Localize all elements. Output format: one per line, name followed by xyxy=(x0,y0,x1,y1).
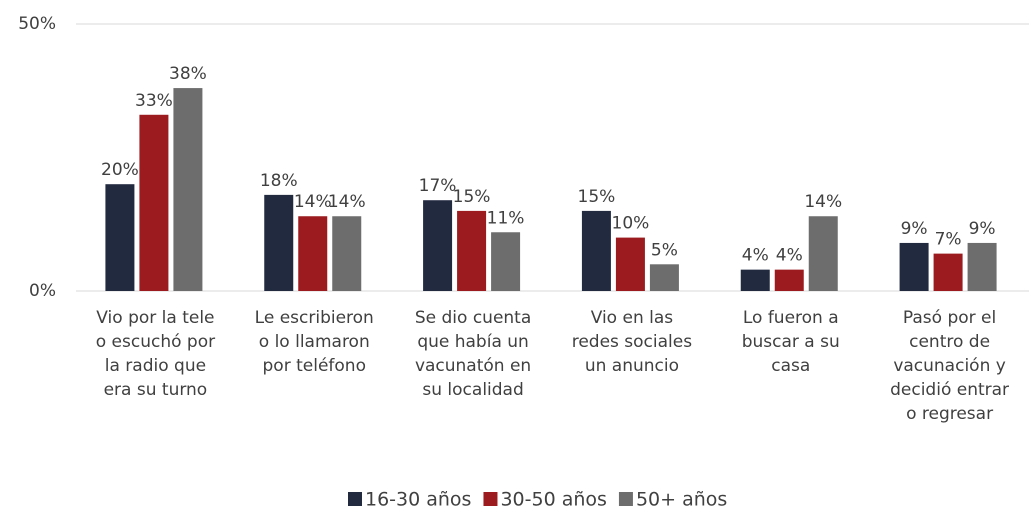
bar xyxy=(774,269,804,291)
value-label: 14% xyxy=(804,192,842,212)
x-tick-label: era su turno xyxy=(104,380,208,400)
bar xyxy=(298,216,328,291)
x-tick-label: Le escribieron xyxy=(255,308,374,328)
bar xyxy=(615,237,645,291)
x-tick-label: decidió entrar xyxy=(890,380,1009,400)
x-tick-label: vacunatón en xyxy=(415,356,531,376)
bar xyxy=(264,194,294,291)
value-label: 15% xyxy=(453,187,491,207)
value-label: 4% xyxy=(742,246,769,266)
x-tick-label: Pasó por el xyxy=(903,308,996,328)
bar xyxy=(581,210,611,291)
legend-label: 50+ años xyxy=(636,489,727,511)
x-tick-label: vacunación y xyxy=(893,356,1006,376)
x-tick-label: o lo llamaron xyxy=(259,332,370,352)
bar xyxy=(423,200,453,291)
value-label: 17% xyxy=(419,176,457,196)
bar xyxy=(332,216,362,291)
x-tick-label: Se dio cuenta xyxy=(415,308,531,328)
bar xyxy=(173,88,203,291)
x-tick-label: buscar a su xyxy=(742,332,840,352)
bar xyxy=(491,232,521,291)
x-tick-label: un anuncio xyxy=(585,356,679,376)
y-tick-label: 50% xyxy=(18,14,56,34)
legend-label: 16-30 años xyxy=(365,489,471,511)
value-label: 7% xyxy=(935,230,962,250)
bar xyxy=(899,242,929,291)
bar xyxy=(105,184,135,291)
x-tick-label: o regresar xyxy=(906,404,993,424)
bar xyxy=(967,242,997,291)
value-label: 4% xyxy=(776,246,803,266)
legend-swatch xyxy=(348,492,362,506)
value-label: 5% xyxy=(651,240,678,260)
bar xyxy=(139,114,169,291)
bar xyxy=(649,264,679,291)
x-tick-label: Vio por la tele xyxy=(96,308,214,328)
value-label: 9% xyxy=(969,219,996,239)
value-label: 18% xyxy=(260,171,298,191)
x-tick-label: por teléfono xyxy=(263,356,366,376)
bar xyxy=(933,253,963,291)
bar xyxy=(808,216,838,291)
x-tick-label: centro de xyxy=(909,332,990,352)
x-tick-label: que había un xyxy=(417,332,529,352)
bar xyxy=(740,269,770,291)
value-label: 14% xyxy=(294,192,332,212)
bar xyxy=(457,210,487,291)
value-label: 9% xyxy=(901,219,928,239)
y-tick-label: 0% xyxy=(29,281,56,301)
x-tick-label: la radio que xyxy=(105,356,206,376)
x-tick-label: Vio en las xyxy=(591,308,674,328)
x-tick-label: casa xyxy=(771,356,810,376)
value-label: 14% xyxy=(328,192,366,212)
x-tick-label: redes sociales xyxy=(572,332,693,352)
value-label: 11% xyxy=(487,208,525,228)
legend-swatch xyxy=(483,492,498,506)
value-label: 38% xyxy=(169,64,207,84)
value-label: 33% xyxy=(135,91,173,111)
value-label: 20% xyxy=(101,160,139,180)
value-label: 10% xyxy=(612,214,650,234)
value-label: 15% xyxy=(578,187,616,207)
x-tick-label: o escuchó por xyxy=(96,332,215,352)
legend-swatch xyxy=(618,492,633,506)
x-tick-label: Lo fueron a xyxy=(743,308,839,328)
legend-label: 30-50 años xyxy=(500,489,606,511)
x-tick-label: su localidad xyxy=(422,380,523,400)
